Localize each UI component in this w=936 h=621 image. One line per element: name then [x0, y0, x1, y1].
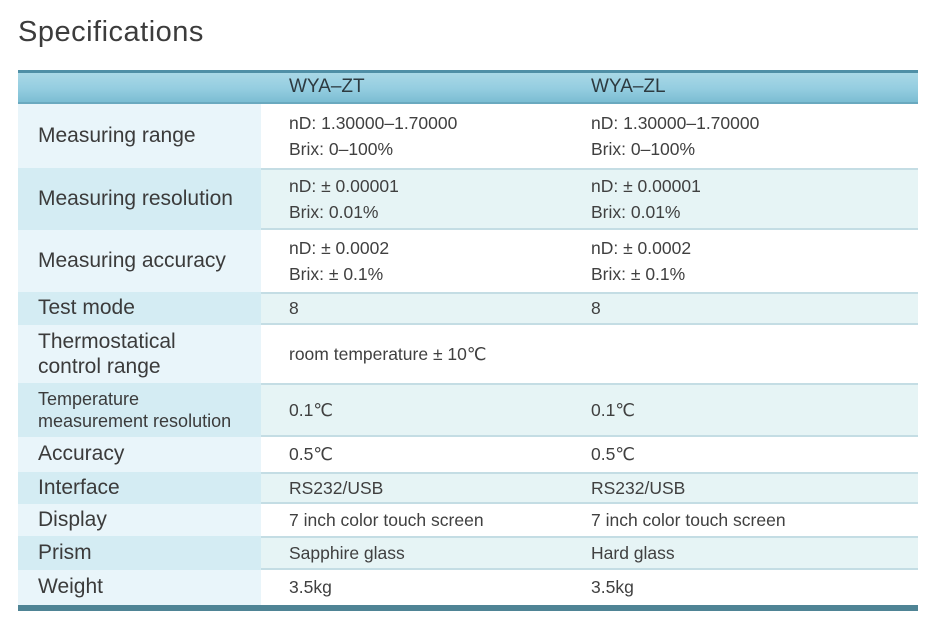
header-model-wya-zt: WYA–ZT	[289, 76, 365, 97]
row-label: Measuring resolution	[18, 168, 261, 230]
header-model-wya-zl: WYA–ZL	[591, 76, 666, 97]
value-cell-wya-zl: 0.5℃	[591, 444, 635, 464]
value-cell-wya-zt: 0.1℃	[289, 399, 333, 420]
value-cell-wya-zl: 0.1℃	[591, 399, 635, 420]
row-label: Interface	[18, 472, 261, 504]
value-line: Brix: ± 0.1%	[289, 264, 384, 284]
table-row: Measuring resolution nD: ± 0.00001 Brix:…	[18, 168, 918, 230]
value-line: nD: ± 0.00001	[591, 176, 701, 196]
table-row: Thermostatical control range room temper…	[18, 325, 918, 383]
row-label: Accuracy	[18, 437, 261, 472]
value-cell-wya-zl: 7 inch color touch screen	[591, 509, 786, 530]
table-row: Weight 3.5kg 3.5kg	[18, 570, 918, 605]
value-cell-wya-zl: nD: 1.30000–1.70000 Brix: 0–100%	[591, 104, 918, 168]
value-cell-wya-zt: nD: ± 0.00001 Brix: 0.01%	[261, 168, 591, 230]
value-cell-wya-zl	[591, 325, 918, 383]
page-title: Specifications	[18, 16, 204, 48]
value-cell-wya-zt: 8	[289, 298, 299, 318]
value-line: nD: ± 0.0002	[591, 238, 692, 258]
value-cell-wya-zt: RS232/USB	[289, 477, 384, 498]
value-cell-wya-zl: Hard glass	[591, 542, 675, 563]
row-label: Measuring range	[18, 104, 261, 168]
table-row: Interface RS232/USB RS232/USB	[18, 472, 918, 504]
value-cell-wya-zl: RS232/USB	[591, 477, 686, 498]
value-cell-wya-zt: room temperature ± 10℃	[289, 343, 487, 364]
row-label: Prism	[18, 536, 261, 570]
row-label-line: measurement resolution	[38, 411, 232, 431]
row-label: Temperature measurement resolution	[18, 383, 261, 437]
row-label-line: control range	[38, 355, 161, 378]
row-label: Test mode	[18, 292, 261, 325]
table-row: Test mode 8 8	[18, 292, 918, 325]
header-label-cell	[18, 73, 261, 102]
value-cell-wya-zl: 3.5kg	[591, 577, 634, 597]
value-cell-wya-zt: nD: ± 0.0002 Brix: ± 0.1%	[261, 230, 591, 292]
table-header-row: WYA–ZT WYA–ZL	[18, 70, 918, 104]
value-cell-wya-zt: nD: 1.30000–1.70000 Brix: 0–100%	[261, 104, 591, 168]
table-row: Measuring accuracy nD: ± 0.0002 Brix: ± …	[18, 230, 918, 292]
table-bottom-bar	[18, 605, 918, 611]
specifications-table: WYA–ZT WYA–ZL Measuring range nD: 1.3000…	[18, 70, 918, 611]
value-line: nD: 1.30000–1.70000	[289, 113, 458, 133]
value-line: nD: 1.30000–1.70000	[591, 113, 760, 133]
value-line: Brix: ± 0.1%	[591, 264, 686, 284]
table-row: Measuring range nD: 1.30000–1.70000 Brix…	[18, 104, 918, 168]
value-line: Brix: 0–100%	[289, 139, 394, 159]
value-cell-wya-zt: 7 inch color touch screen	[289, 509, 484, 530]
table-row: Temperature measurement resolution 0.1℃ …	[18, 383, 918, 437]
table-row: Display 7 inch color touch screen 7 inch…	[18, 504, 918, 536]
row-label-line: Thermostatical	[38, 330, 176, 353]
value-cell-wya-zl: nD: ± 0.0002 Brix: ± 0.1%	[591, 230, 918, 292]
value-cell-wya-zt: 3.5kg	[289, 577, 332, 597]
value-cell-wya-zl: nD: ± 0.00001 Brix: 0.01%	[591, 168, 918, 230]
value-line: Brix: 0.01%	[591, 202, 681, 222]
row-label: Thermostatical control range	[18, 325, 261, 383]
value-cell-wya-zl: 8	[591, 298, 601, 318]
value-line: Brix: 0–100%	[591, 139, 696, 159]
row-label: Measuring accuracy	[18, 230, 261, 292]
table-row: Accuracy 0.5℃ 0.5℃	[18, 437, 918, 472]
value-cell-wya-zt: Sapphire glass	[289, 542, 405, 563]
table-row: Prism Sapphire glass Hard glass	[18, 536, 918, 570]
value-line: nD: ± 0.00001	[289, 176, 399, 196]
value-cell-wya-zt: 0.5℃	[289, 444, 333, 464]
value-line: Brix: 0.01%	[289, 202, 379, 222]
row-label-line: Temperature	[38, 389, 140, 409]
row-label: Weight	[18, 570, 261, 605]
row-label: Display	[18, 504, 261, 536]
value-line: nD: ± 0.0002	[289, 238, 390, 258]
